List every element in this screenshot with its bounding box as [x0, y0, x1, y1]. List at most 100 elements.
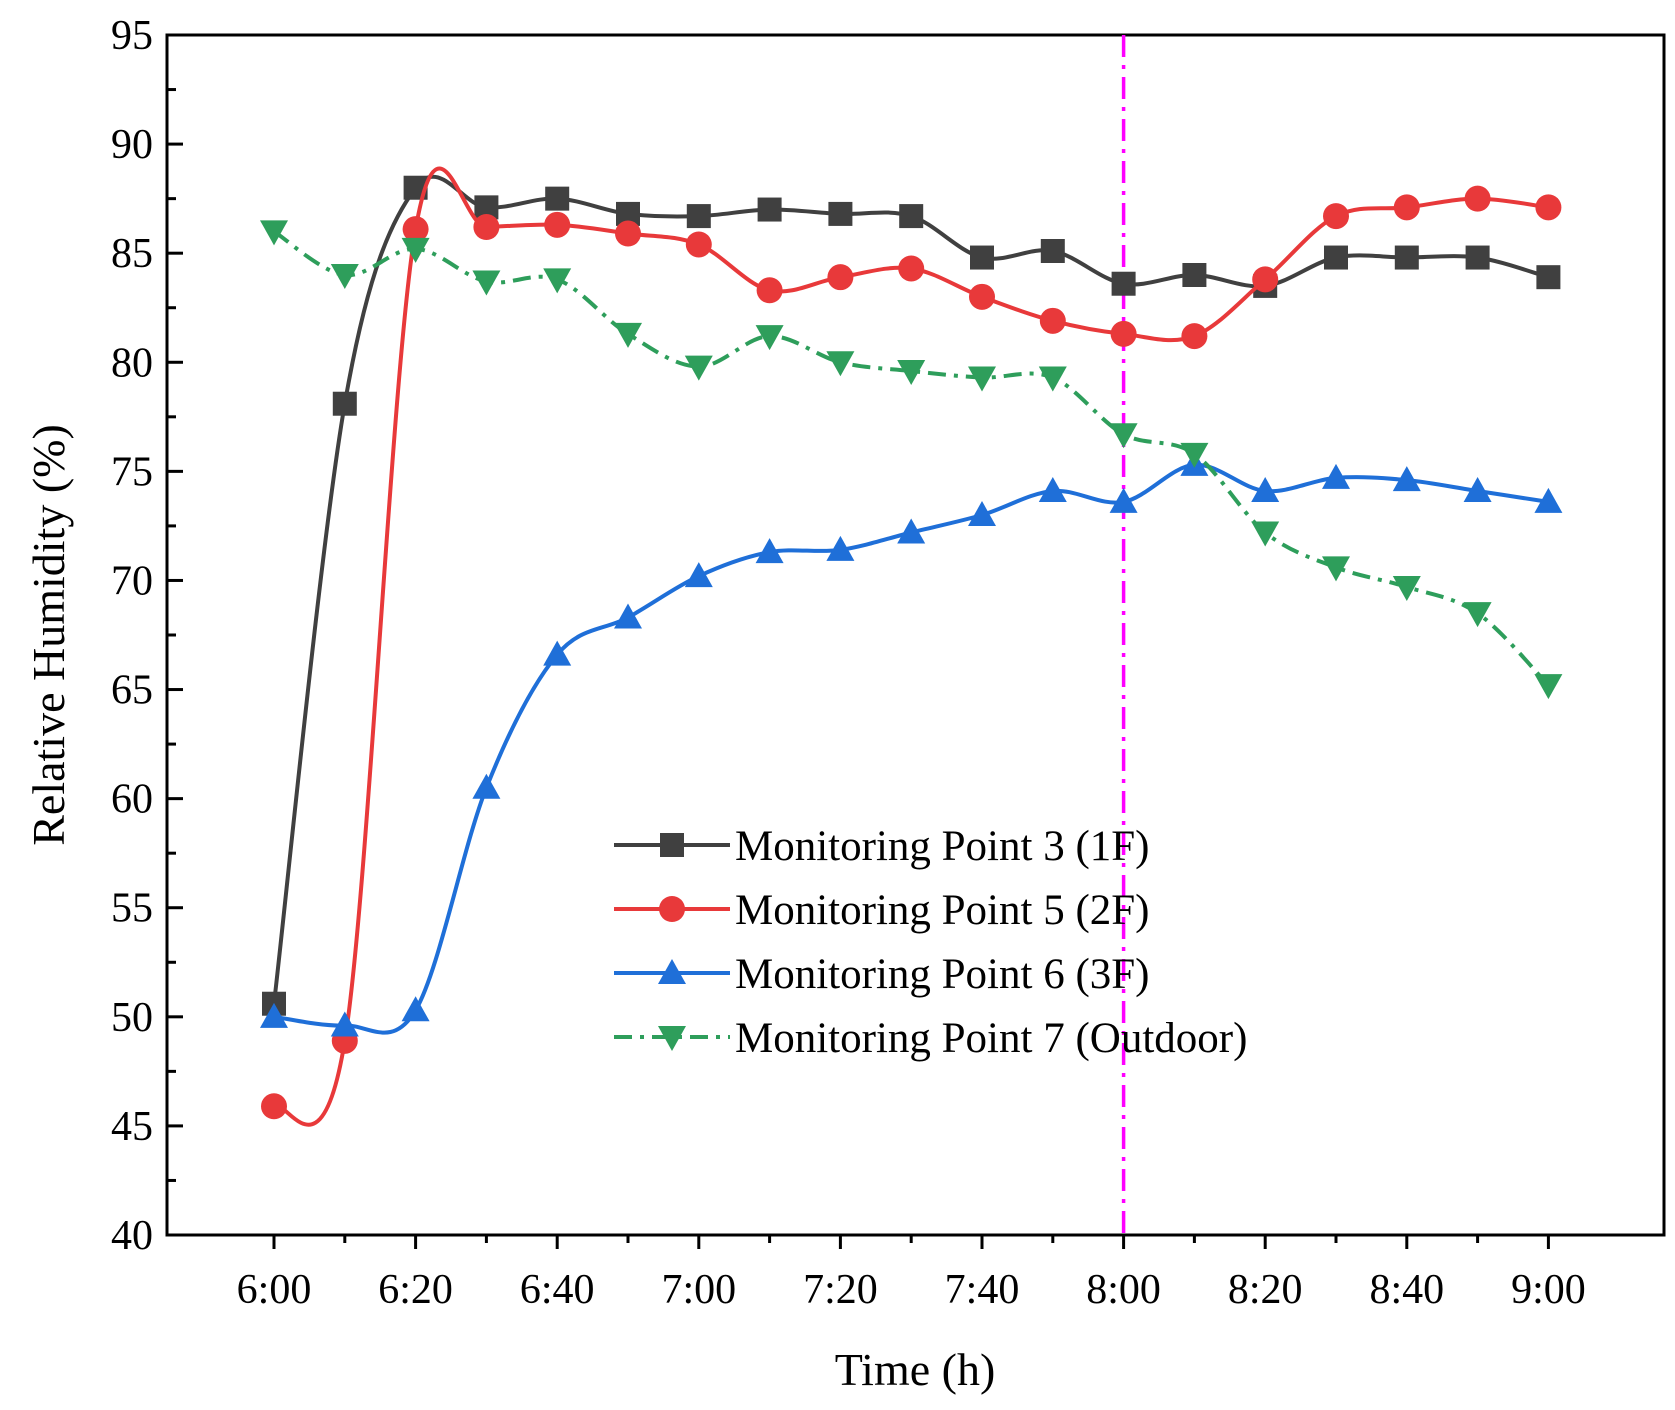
- data-point: [828, 201, 853, 226]
- y-tick-label: 60: [111, 777, 153, 823]
- data-point: [1324, 245, 1348, 270]
- y-tick-label: 55: [111, 886, 153, 932]
- legend-marker: [658, 1026, 686, 1051]
- data-point: [827, 264, 854, 291]
- data-point: [757, 197, 782, 222]
- data-point: [472, 270, 501, 296]
- series-line: [273, 462, 1549, 1035]
- legend-marker: [658, 959, 686, 984]
- x-tick-label: 8:00: [1086, 1267, 1161, 1313]
- x-tick-label: 7:40: [945, 1267, 1020, 1313]
- legend-item: Monitoring Point 7 (Outdoor): [614, 1015, 1247, 1062]
- data-point: [472, 773, 501, 799]
- data-point: [1534, 487, 1563, 513]
- data-point: [614, 322, 642, 348]
- y-tick-label: 95: [111, 13, 153, 59]
- legend-marker: [660, 833, 684, 857]
- data-point: [1464, 185, 1491, 212]
- y-tick-label: 65: [111, 668, 153, 714]
- data-point: [1463, 602, 1492, 628]
- data-point: [1182, 263, 1207, 287]
- data-point: [615, 220, 641, 247]
- data-point: [1251, 521, 1280, 547]
- legend-item: Monitoring Point 6 (3F): [614, 951, 1150, 998]
- data-point: [1109, 487, 1138, 513]
- data-point: [897, 518, 926, 544]
- x-tick-label: 6:20: [378, 1267, 453, 1313]
- y-tick-label: 90: [111, 122, 153, 168]
- data-point: [899, 204, 924, 229]
- data-point: [1536, 265, 1561, 290]
- data-point: [969, 283, 995, 310]
- data-point: [755, 325, 784, 351]
- legend-label: Monitoring Point 5 (2F): [735, 887, 1150, 934]
- data-point: [1111, 271, 1136, 296]
- series-line: [272, 229, 1550, 687]
- y-tick-label: 80: [111, 340, 153, 386]
- data-point: [968, 501, 996, 526]
- data-point: [260, 1002, 288, 1028]
- data-point: [1322, 556, 1350, 582]
- data-point: [968, 366, 996, 392]
- data-point: [684, 355, 713, 381]
- legend-item: Monitoring Point 5 (2F): [614, 887, 1150, 934]
- legend-item: Monitoring Point 3 (1F): [614, 823, 1150, 870]
- data-point: [1038, 477, 1067, 502]
- data-point: [1392, 466, 1421, 492]
- y-axis: 40 45 50 55 60 65 70 75 80 85 90 95: [111, 13, 183, 1259]
- data-point: [1392, 576, 1421, 601]
- x-axis: 6:00 6:20 6:40 7:00 7:20 7:40 8:00 8:20 8:40 9:00: [237, 1235, 1586, 1313]
- x-tick-label: 8:40: [1369, 1267, 1444, 1313]
- data-point: [401, 996, 430, 1022]
- x-tick-label: 6:40: [520, 1267, 595, 1313]
- data-point: [1180, 442, 1209, 468]
- data-point: [1534, 674, 1563, 700]
- x-tick-label: 9:00: [1511, 1267, 1586, 1313]
- data-point: [897, 360, 926, 385]
- data-point: [755, 538, 784, 564]
- y-tick-label: 70: [111, 558, 153, 604]
- y-tick-label: 75: [111, 449, 153, 495]
- data-point: [1394, 245, 1419, 270]
- series-3: [260, 450, 1563, 1037]
- data-point: [544, 211, 571, 238]
- data-point: [1251, 477, 1280, 502]
- data-point: [330, 264, 359, 289]
- legend-label: Monitoring Point 6 (3F): [735, 951, 1150, 998]
- series-4: [260, 220, 1563, 700]
- data-point: [1181, 323, 1208, 350]
- data-point: [543, 268, 572, 294]
- data-point: [401, 237, 430, 263]
- data-point: [1323, 203, 1349, 230]
- data-point: [1109, 423, 1138, 449]
- data-point: [1322, 463, 1350, 489]
- data-point: [684, 562, 713, 588]
- data-point: [332, 391, 357, 416]
- series-line: [272, 166, 1549, 1127]
- data-point: [826, 351, 855, 377]
- data-point: [543, 640, 572, 666]
- y-tick-label: 85: [111, 231, 153, 277]
- data-point: [685, 231, 712, 258]
- data-point: [826, 535, 855, 561]
- data-point: [614, 603, 642, 629]
- data-point: [1393, 194, 1420, 221]
- data-point: [1038, 366, 1067, 392]
- legend-label: Monitoring Point 3 (1F): [735, 823, 1150, 870]
- x-tick-label: 7:20: [803, 1267, 878, 1313]
- data-point: [1110, 320, 1137, 347]
- x-axis-title: Time (h): [835, 1344, 996, 1395]
- x-tick-label: 6:00: [237, 1267, 312, 1313]
- legend: Monitoring Point 3 (1F) Monitoring Point …: [614, 823, 1247, 1062]
- data-point: [898, 255, 925, 282]
- data-point: [756, 277, 783, 304]
- data-point: [545, 186, 570, 211]
- data-point: [473, 214, 500, 240]
- series-line: [272, 174, 1549, 1004]
- series-layer: [260, 166, 1563, 1127]
- data-point: [1040, 239, 1065, 263]
- data-point: [330, 1011, 359, 1037]
- y-tick-label: 50: [111, 995, 153, 1041]
- data-point: [1535, 194, 1562, 221]
